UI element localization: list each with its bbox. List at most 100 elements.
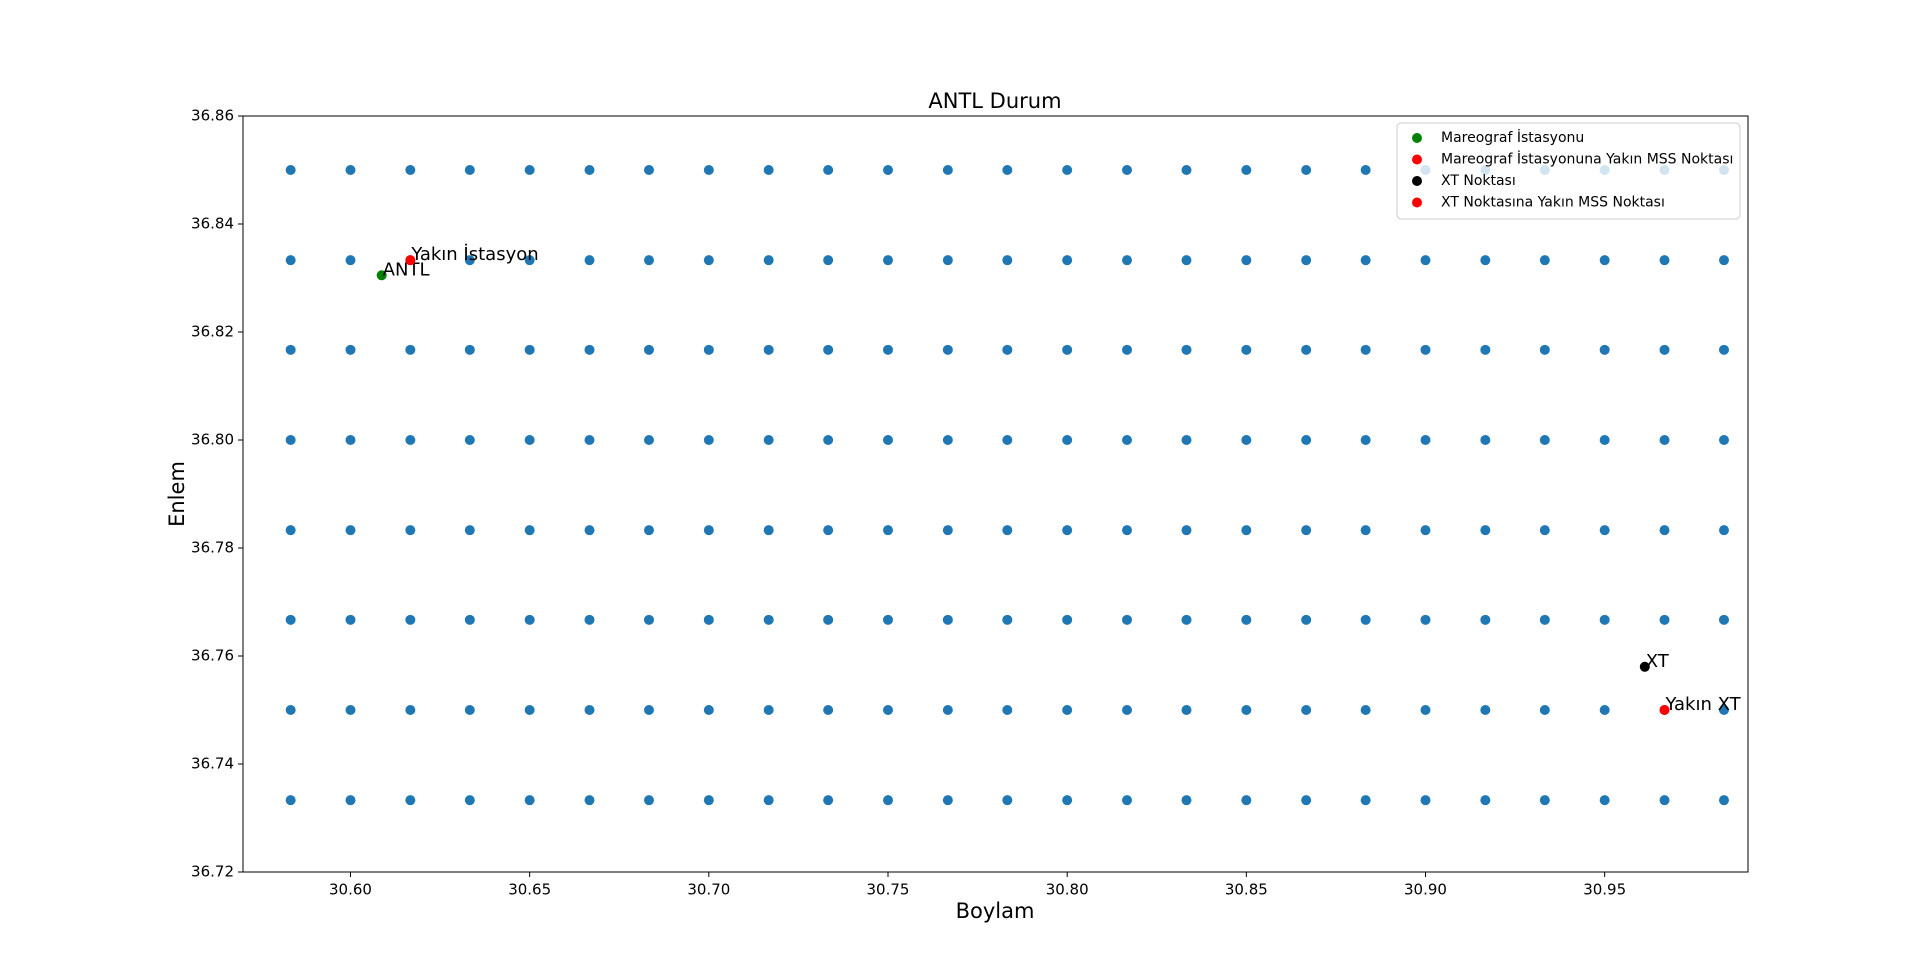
point <box>1301 344 1312 355</box>
point <box>1718 705 1729 715</box>
point <box>1480 435 1491 445</box>
point <box>942 255 953 266</box>
legend: Mareograf İstasyonu Mareograf İstasyonuna… <box>1396 122 1741 220</box>
point <box>584 344 595 355</box>
point-label: XT <box>1646 651 1670 672</box>
point <box>1659 255 1670 266</box>
point <box>703 795 714 806</box>
point <box>1360 795 1371 806</box>
point <box>763 344 774 355</box>
point <box>464 795 475 806</box>
point <box>1480 705 1491 715</box>
point <box>1599 705 1610 715</box>
point <box>703 705 714 715</box>
point <box>1539 614 1550 625</box>
point <box>1062 795 1073 806</box>
y-tick-label: 36.80 <box>191 431 234 449</box>
point <box>464 435 475 445</box>
point <box>1122 255 1133 266</box>
point <box>1599 614 1610 625</box>
point <box>1062 344 1073 355</box>
point <box>883 705 893 715</box>
point <box>1480 525 1491 536</box>
point <box>703 255 714 266</box>
point <box>1360 344 1371 355</box>
point <box>883 795 893 806</box>
y-tick-label: 36.74 <box>191 755 234 773</box>
x-tick-label: 30.75 <box>867 881 910 899</box>
point <box>584 705 595 715</box>
point <box>1539 344 1550 355</box>
y-tick-label: 36.76 <box>191 647 234 665</box>
point <box>285 344 296 355</box>
point <box>703 614 714 625</box>
point <box>883 435 893 445</box>
point <box>1062 705 1073 715</box>
y-tick-label: 36.82 <box>191 323 234 341</box>
point <box>405 795 416 806</box>
point <box>1599 344 1610 355</box>
point <box>285 525 296 536</box>
point <box>643 525 654 536</box>
point <box>763 705 774 715</box>
point <box>1181 344 1192 355</box>
point <box>1420 614 1431 625</box>
point <box>883 614 893 625</box>
point <box>1241 525 1252 536</box>
point <box>285 614 296 625</box>
point <box>464 705 475 715</box>
point <box>1718 614 1729 625</box>
point <box>584 614 595 625</box>
point <box>464 614 475 625</box>
point <box>1360 255 1371 266</box>
point <box>703 525 714 536</box>
chart-title: ANTL Durum <box>928 89 1061 113</box>
point <box>763 255 774 266</box>
point <box>405 255 416 266</box>
point <box>1420 344 1431 355</box>
point <box>823 795 834 806</box>
point <box>1122 705 1133 715</box>
point <box>883 344 893 355</box>
point <box>1181 705 1192 715</box>
point-label: Yakın İstasyon <box>410 244 538 265</box>
point <box>524 344 535 355</box>
point <box>1002 795 1013 806</box>
point <box>823 344 834 355</box>
point <box>405 344 416 355</box>
legend-label: XT Noktasına Yakın MSS Noktası <box>1441 195 1665 211</box>
point <box>1181 614 1192 625</box>
legend-marker <box>1412 197 1422 208</box>
point <box>942 705 953 715</box>
point <box>942 435 953 445</box>
y-axis-label: Enlem <box>165 461 189 527</box>
x-tick-label: 30.90 <box>1404 881 1447 899</box>
point <box>643 795 654 806</box>
x-axis-label: Boylam <box>956 899 1035 923</box>
point <box>584 525 595 536</box>
point <box>345 344 356 355</box>
point <box>524 795 535 806</box>
point <box>883 525 893 536</box>
point <box>763 795 774 806</box>
point <box>1122 525 1133 536</box>
point <box>1539 435 1550 445</box>
point <box>1002 705 1013 715</box>
point <box>1122 614 1133 625</box>
point <box>643 705 654 715</box>
plot-frame <box>242 115 1749 873</box>
point <box>1241 165 1252 175</box>
point <box>1360 165 1371 175</box>
point-label: ANTL <box>383 259 430 280</box>
point <box>1718 255 1729 266</box>
point <box>763 525 774 536</box>
point <box>1122 435 1133 445</box>
point <box>1480 255 1491 266</box>
x-tick-label: 30.85 <box>1225 881 1268 899</box>
point <box>883 165 893 175</box>
point <box>1241 255 1252 266</box>
point <box>524 614 535 625</box>
point <box>524 435 535 445</box>
point <box>524 705 535 715</box>
point <box>345 614 356 625</box>
